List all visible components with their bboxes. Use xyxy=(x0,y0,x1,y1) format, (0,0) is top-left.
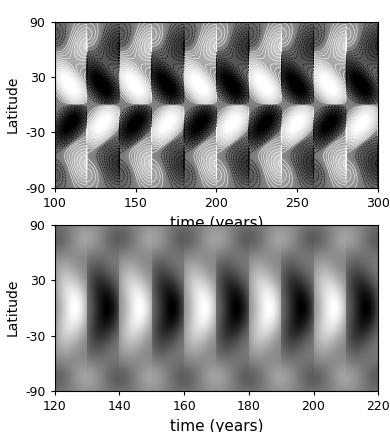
Y-axis label: Latitude: Latitude xyxy=(5,279,20,337)
X-axis label: time (years): time (years) xyxy=(170,419,263,432)
X-axis label: time (years): time (years) xyxy=(170,216,263,231)
Y-axis label: Latitude: Latitude xyxy=(5,76,20,133)
